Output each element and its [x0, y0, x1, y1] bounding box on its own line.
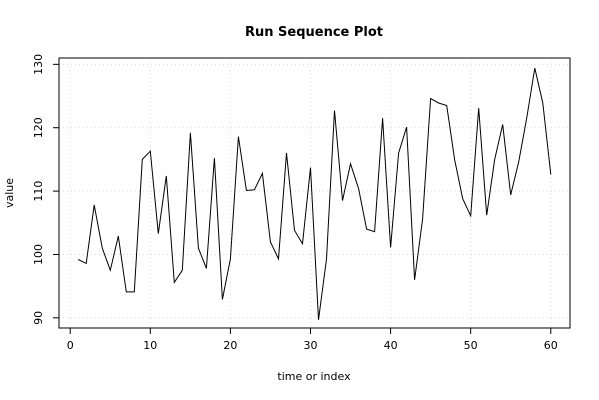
y-axis-label: value [3, 178, 16, 208]
y-tick-label: 100 [32, 244, 45, 265]
y-tick-label: 110 [32, 181, 45, 202]
grid-lines [59, 58, 570, 328]
chart-title: Run Sequence Plot [245, 25, 383, 40]
x-tick-label: 30 [303, 339, 317, 352]
x-tick-label: 50 [464, 339, 478, 352]
x-axis: 0 10 20 30 40 50 60 [67, 328, 558, 352]
y-tick-label: 120 [32, 117, 45, 138]
x-tick-label: 0 [67, 339, 74, 352]
x-tick-label: 40 [384, 339, 398, 352]
x-tick-label: 60 [544, 339, 558, 352]
series-line [77, 67, 552, 320]
y-tick-label: 90 [32, 311, 45, 325]
x-tick-label: 10 [143, 339, 157, 352]
plot-frame [58, 57, 571, 329]
y-tick-label: 130 [32, 54, 45, 75]
x-axis-label: time or index [277, 370, 351, 383]
x-tick-label: 20 [223, 339, 237, 352]
y-axis: 90 100 110 120 130 [32, 54, 59, 325]
